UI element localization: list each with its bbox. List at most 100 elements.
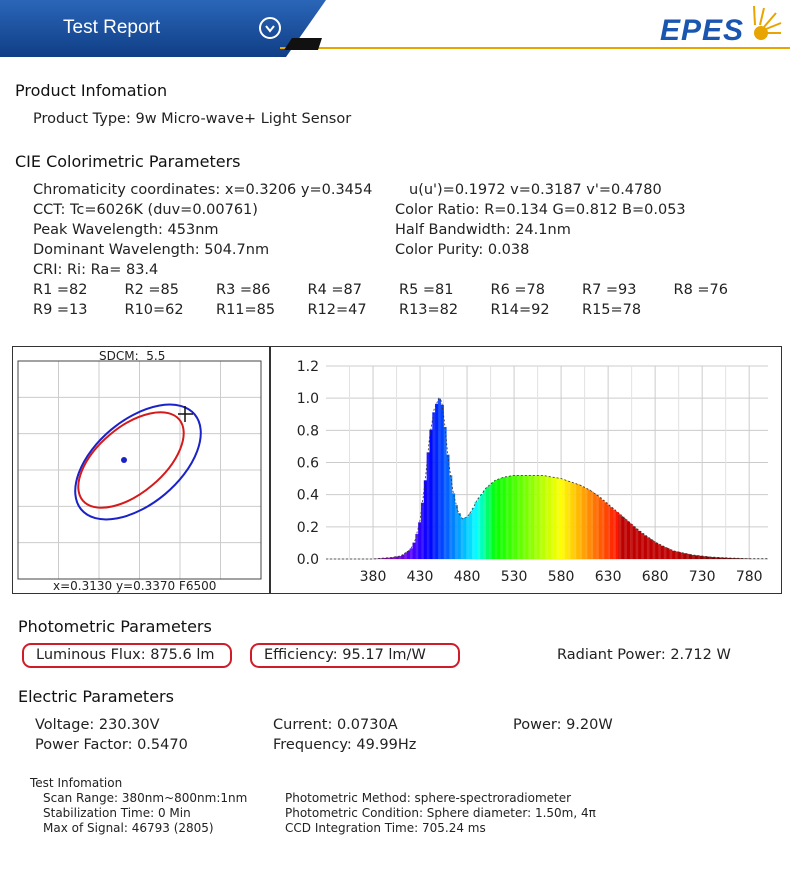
spectrum-band [435, 403, 439, 559]
measured-point-marker [178, 406, 193, 422]
spectrum-band [474, 502, 478, 559]
x-tick-label: 580 [548, 569, 575, 585]
spectrum-band [516, 475, 521, 559]
spectrum-band [381, 558, 385, 559]
spectrum-band [564, 480, 568, 559]
spectrum-band [542, 475, 546, 559]
photometric-method: Photometric Method: sphere-spectroradiom… [285, 791, 572, 805]
cri-r-value: R7 =93 [582, 282, 637, 298]
spectrum-band [545, 476, 549, 559]
cri-r-value: R12=47 [307, 302, 367, 318]
chevron-down-icon [265, 25, 275, 33]
spectrum-band [601, 499, 605, 559]
spectrum-line [326, 397, 768, 560]
spectrum-band [660, 545, 664, 559]
spectrum-band [576, 484, 580, 559]
spectrum-band [452, 493, 456, 559]
logo-text: EPES [660, 14, 745, 47]
sdcm-label: SDCM: 5.5 [99, 349, 166, 363]
voltage: Voltage: 230.30V [35, 717, 160, 733]
y-tick-label: 1.0 [297, 391, 319, 407]
spectrum-band [734, 558, 738, 559]
spectrum-band [593, 493, 597, 559]
spectrum-band [680, 552, 684, 559]
cri-r-value: R2 =85 [124, 282, 180, 298]
spectrum-band [384, 557, 388, 559]
header-divider [280, 47, 790, 49]
spectrum-band [494, 480, 498, 559]
spectrum-band [511, 475, 515, 559]
electric-section-title: Electric Parameters [18, 687, 174, 706]
cri: CRI: Ri: Ra= 83.4 [33, 262, 159, 278]
header-accent [284, 38, 322, 50]
spectrum-band [703, 556, 707, 559]
x-tick-label: 630 [595, 569, 622, 585]
spectrum-band [700, 555, 704, 559]
spectrum-band [525, 475, 529, 559]
spectrum-band [404, 552, 408, 559]
cri-r-value: R8 =76 [673, 282, 729, 298]
y-tick-label: 0.8 [297, 423, 319, 439]
spectrum-band [674, 551, 679, 559]
sdcm-value: 5.5 [146, 349, 166, 363]
spectrum-band [420, 502, 425, 559]
spectrum-band [514, 475, 518, 559]
spectrum-band [610, 507, 614, 559]
spectrum-band [454, 504, 458, 559]
cri-r-value: R13=82 [399, 302, 459, 318]
sdcm-plot [17, 360, 262, 580]
chromaticity-coordinates: Chromaticity coordinates: x=0.3206 y=0.3… [33, 182, 373, 198]
spectrum-band [528, 475, 532, 559]
y-tick-label: 1.2 [297, 359, 319, 375]
x-tick-label: 530 [501, 569, 528, 585]
spectrum-band [691, 555, 695, 559]
header-band [0, 0, 326, 57]
spectrum-band [612, 509, 616, 559]
spectrum-band [539, 475, 543, 559]
x-tick-label: 380 [360, 569, 387, 585]
photometric-section-title: Photometric Parameters [18, 617, 212, 636]
frequency: Frequency: 49.99Hz [273, 737, 417, 753]
spectrum-band [460, 517, 464, 559]
spectrum-band [406, 550, 410, 559]
stabilization-time: Stabilization Time: 0 Min [43, 806, 191, 820]
spectrum-band [720, 557, 724, 559]
collapse-toggle-button[interactable] [259, 17, 281, 39]
spectrum-band [443, 426, 447, 559]
spectrum-band [655, 542, 659, 559]
spectrum-band [689, 554, 693, 559]
spectrum-band [466, 516, 470, 559]
spectrum-band [505, 476, 509, 559]
spectrum-band [604, 502, 608, 559]
sdcm-footer: x=0.3130 y=0.3370 F6500 [53, 579, 217, 593]
spectrum-band [615, 511, 619, 559]
power: Power: 9.20W [513, 717, 613, 733]
spectrum-band [573, 483, 577, 559]
spectrum-band [598, 497, 602, 559]
spectrum-band [536, 475, 540, 559]
spectrum-band [463, 517, 467, 559]
half-bandwidth: Half Bandwidth: 24.1nm [395, 222, 571, 238]
luminous-flux: Luminous Flux: 875.6 lm [22, 643, 232, 668]
spectrum-band [624, 519, 628, 559]
spectrum-band [485, 487, 489, 559]
spectrum-band [502, 477, 506, 559]
spectrum-band [432, 412, 436, 559]
spectrum-band [694, 555, 698, 559]
spectrum-band [468, 512, 473, 559]
spectrum-band [632, 526, 636, 559]
spectrum-band [440, 404, 444, 559]
y-tick-label: 0.2 [297, 520, 319, 536]
y-tick-label: 0.0 [297, 552, 319, 568]
y-tick-label: 0.4 [297, 488, 319, 504]
current: Current: 0.0730A [273, 717, 398, 733]
spectrum-band [711, 557, 715, 559]
spectrum-band [669, 549, 673, 559]
spectrum-band [590, 491, 594, 559]
cri-r-value: R15=78 [582, 302, 642, 318]
test-info-title: Test Infomation [30, 776, 123, 790]
spectrum-band [457, 513, 461, 559]
spectrum-band [697, 555, 701, 559]
spectrum-band [480, 494, 484, 559]
spectrum-band [629, 524, 633, 559]
